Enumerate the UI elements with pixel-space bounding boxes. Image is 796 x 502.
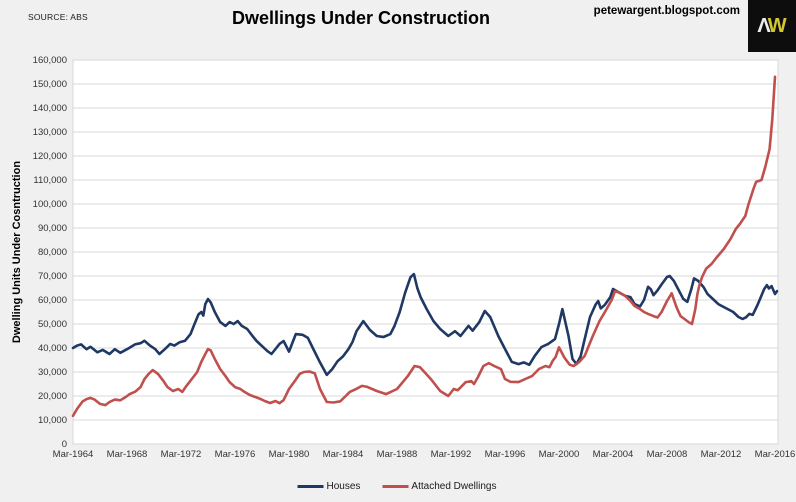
y-tick-label: 130,000 xyxy=(33,127,67,138)
y-tick-label: 30,000 xyxy=(38,367,67,378)
x-tick-label: Mar-1972 xyxy=(161,449,202,460)
y-tick-label: 120,000 xyxy=(33,151,67,162)
x-tick-label: Mar-1968 xyxy=(107,449,148,460)
y-tick-label: 110,000 xyxy=(33,175,67,186)
logo-letter-w: W xyxy=(767,14,787,37)
y-tick-label: 160,000 xyxy=(33,55,67,66)
y-tick-label: 90,000 xyxy=(38,223,67,234)
y-tick-label: 40,000 xyxy=(38,343,67,354)
y-tick-label: 70,000 xyxy=(38,271,67,282)
y-tick-label: 100,000 xyxy=(33,199,67,210)
y-tick-label: 60,000 xyxy=(38,295,67,306)
y-tick-label: 140,000 xyxy=(33,103,67,114)
page-title: Dwellings Under Construction xyxy=(231,8,491,28)
houses-legend-label: Houses xyxy=(326,481,361,492)
y-tick-label: 150,000 xyxy=(33,79,67,90)
x-tick-label: Mar-2012 xyxy=(701,449,742,460)
x-tick-label: Mar-1992 xyxy=(431,449,472,460)
x-tick-label: Mar-1976 xyxy=(215,449,256,460)
y-tick-label: 50,000 xyxy=(38,319,67,330)
attached-dwellings-legend-label: Attached Dwellings xyxy=(411,481,497,492)
attached-dwellings-line xyxy=(71,75,777,418)
x-tick-label: Mar-1988 xyxy=(377,449,418,460)
y-tick-label: 10,000 xyxy=(38,415,67,426)
attached-dwellings-legend-swatch xyxy=(382,485,409,488)
y-tick-label: 20,000 xyxy=(38,391,67,402)
x-tick-label: Mar-1964 xyxy=(53,449,94,460)
site-url: petewargent.blogspot.com xyxy=(593,5,740,17)
houses-line xyxy=(71,272,779,377)
x-tick-label: Mar-2016 xyxy=(755,449,796,460)
legend: Houses Attached Dwellings xyxy=(297,481,497,492)
x-tick-label: Mar-1996 xyxy=(485,449,526,460)
x-tick-label: Mar-2004 xyxy=(593,449,634,460)
x-tick-label: Mar-2000 xyxy=(539,449,580,460)
x-tick-label: Mar-1984 xyxy=(323,449,364,460)
y-tick-label: 0 xyxy=(62,439,67,450)
x-tick-label: Mar-2008 xyxy=(647,449,688,460)
y-tick-label: 80,000 xyxy=(38,247,67,258)
logo-letter-lambda: Λ xyxy=(757,14,770,37)
source-label: SOURCE: ABS xyxy=(28,12,88,22)
x-tick-label: Mar-1980 xyxy=(269,449,310,460)
houses-legend-swatch xyxy=(297,485,324,488)
